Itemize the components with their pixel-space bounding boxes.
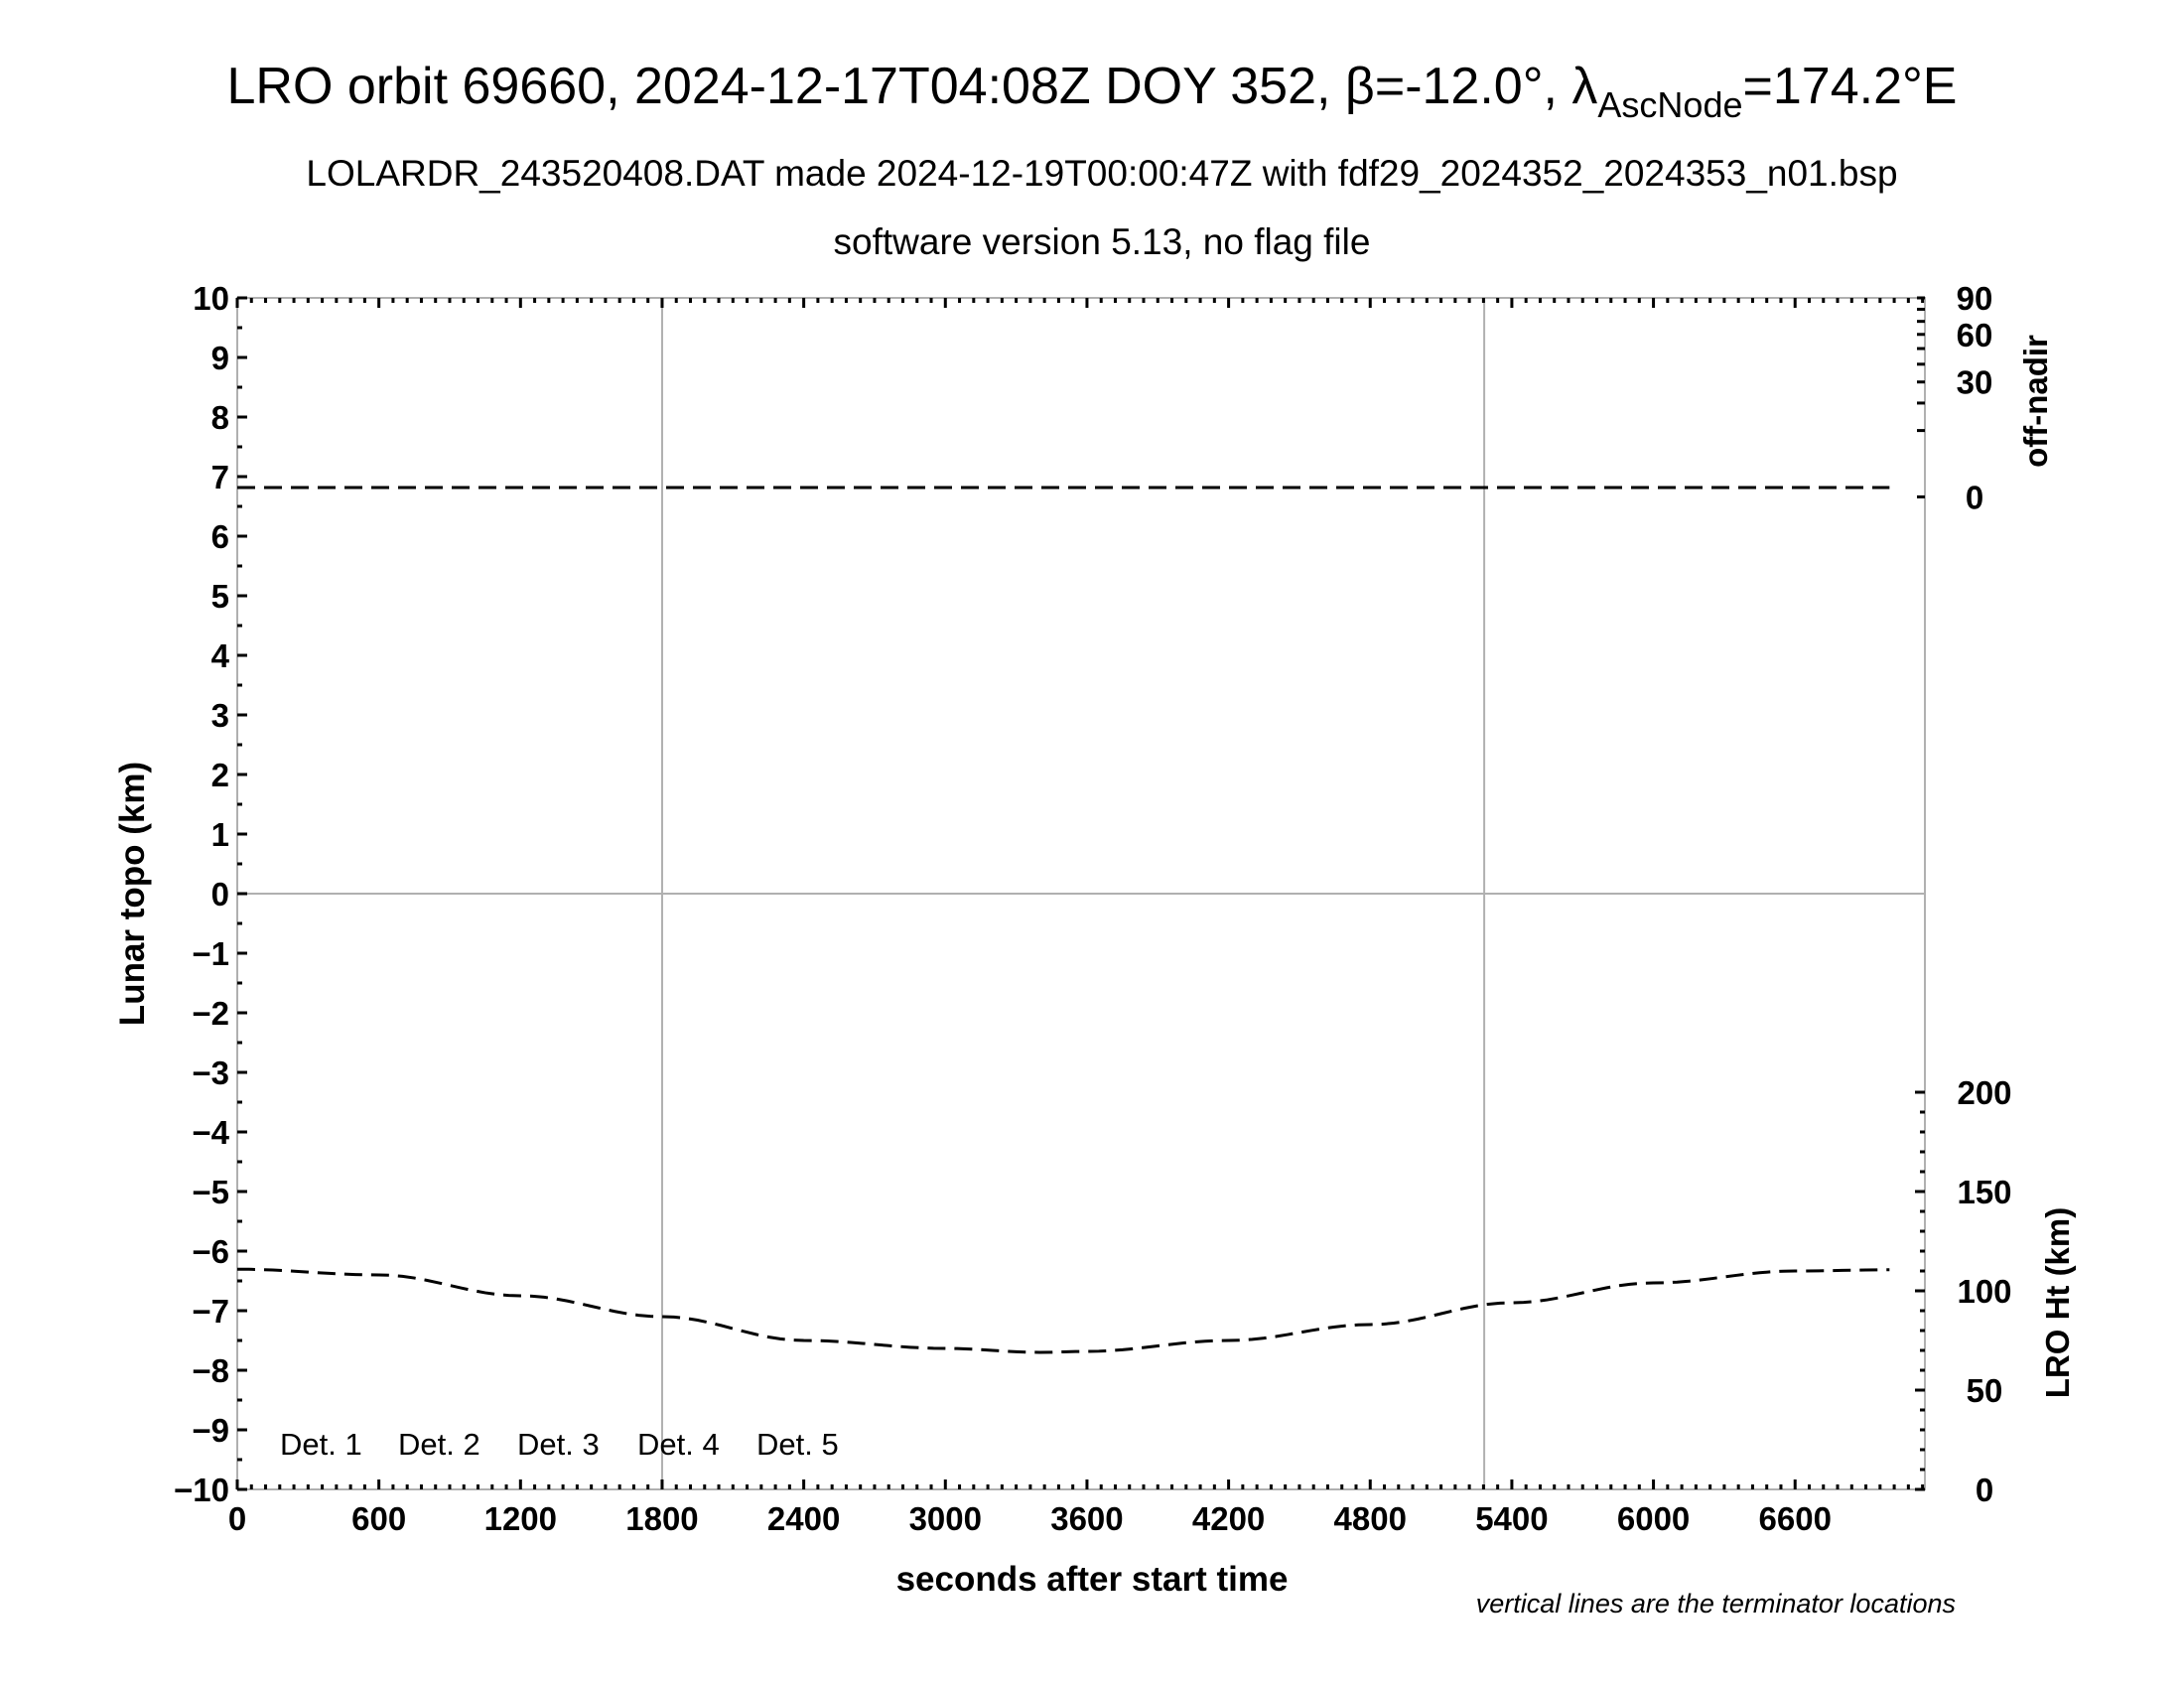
x-axis-label: seconds after start time <box>896 1560 1289 1599</box>
x-tick-label: 6600 <box>1759 1500 1832 1537</box>
plot-area: 0 600 1200 1800 2400 3000 3600 4200 4800 5400 6000… <box>174 280 2012 1537</box>
legend-entry: Det. 5 <box>756 1427 839 1462</box>
legend-entry: Det. 1 <box>280 1427 362 1462</box>
y-tick-label: 9 <box>211 340 229 376</box>
y-tick-label: −6 <box>192 1233 229 1270</box>
lro-height-tick-label: 150 <box>1957 1174 2011 1210</box>
y-tick-label: −3 <box>192 1055 229 1091</box>
y-tick-label: 6 <box>211 518 229 555</box>
y-tick-label: −7 <box>192 1293 229 1330</box>
lro-height-tick-label: 0 <box>1976 1472 1993 1508</box>
x-tick-label: 600 <box>351 1500 406 1537</box>
lro-height-series-line <box>236 1267 1890 1354</box>
y-tick-label: 8 <box>211 399 229 436</box>
lro-height-axis-label: LRO Ht (km) <box>2039 1207 2076 1399</box>
y-tick-label: −1 <box>192 935 229 972</box>
x-tick-label: 0 <box>228 1500 246 1537</box>
x-tick-label: 3600 <box>1050 1500 1123 1537</box>
off-nadir-tick-label: 30 <box>1957 364 1993 401</box>
y-tick-label: −2 <box>192 995 229 1032</box>
chart-subtitle: LOLARDR_243520408.DAT made 2024-12-19T00… <box>306 153 1897 194</box>
y-tick-label: 1 <box>211 816 229 853</box>
x-tick-label: 3000 <box>909 1500 982 1537</box>
chart-subtitle-2: software version 5.13, no flag file <box>834 221 1371 262</box>
x-tick-label: 4800 <box>1334 1500 1407 1537</box>
y-tick-label: −4 <box>192 1114 229 1151</box>
y-tick-label: −8 <box>192 1352 229 1389</box>
y-tick-label: 0 <box>211 876 229 913</box>
y-axis-label: Lunar topo (km) <box>113 762 152 1026</box>
x-tick-label: 6000 <box>1617 1500 1690 1537</box>
y-tick-label: 5 <box>211 578 229 615</box>
off-nadir-tick-label: 90 <box>1957 280 1993 317</box>
legend-entry: Det. 4 <box>637 1427 720 1462</box>
footnote: vertical lines are the terminator locati… <box>1476 1589 1956 1618</box>
y-tick-label: 10 <box>193 280 229 317</box>
x-tick-label: 5400 <box>1475 1500 1548 1537</box>
off-nadir-tick-label: 60 <box>1957 317 1993 353</box>
lro-height-tick-label: 50 <box>1967 1372 2003 1409</box>
y-tick-label: −5 <box>192 1174 229 1210</box>
x-tick-label: 1800 <box>625 1500 698 1537</box>
y-tick-label: −10 <box>174 1472 229 1508</box>
x-tick-label: 2400 <box>767 1500 840 1537</box>
y-tick-label: 2 <box>211 757 229 793</box>
y-tick-label: 7 <box>211 459 229 495</box>
y-tick-label: −9 <box>192 1412 229 1449</box>
off-nadir-tick-label: 0 <box>1966 479 1983 515</box>
lro-height-tick-label: 200 <box>1957 1074 2011 1111</box>
chart-title: LRO orbit 69660, 2024-12-17T04:08Z DOY 3… <box>227 58 1958 125</box>
lro-height-tick-label: 100 <box>1957 1273 2011 1310</box>
y-tick-label: 3 <box>211 697 229 734</box>
off-nadir-axis-label: off-nadir <box>2017 335 2054 468</box>
legend-entry: Det. 2 <box>398 1427 480 1462</box>
x-tick-label: 1200 <box>484 1500 557 1537</box>
y-tick-label: 4 <box>211 637 230 674</box>
legend-entry: Det. 3 <box>517 1427 600 1462</box>
x-tick-label: 4200 <box>1192 1500 1265 1537</box>
